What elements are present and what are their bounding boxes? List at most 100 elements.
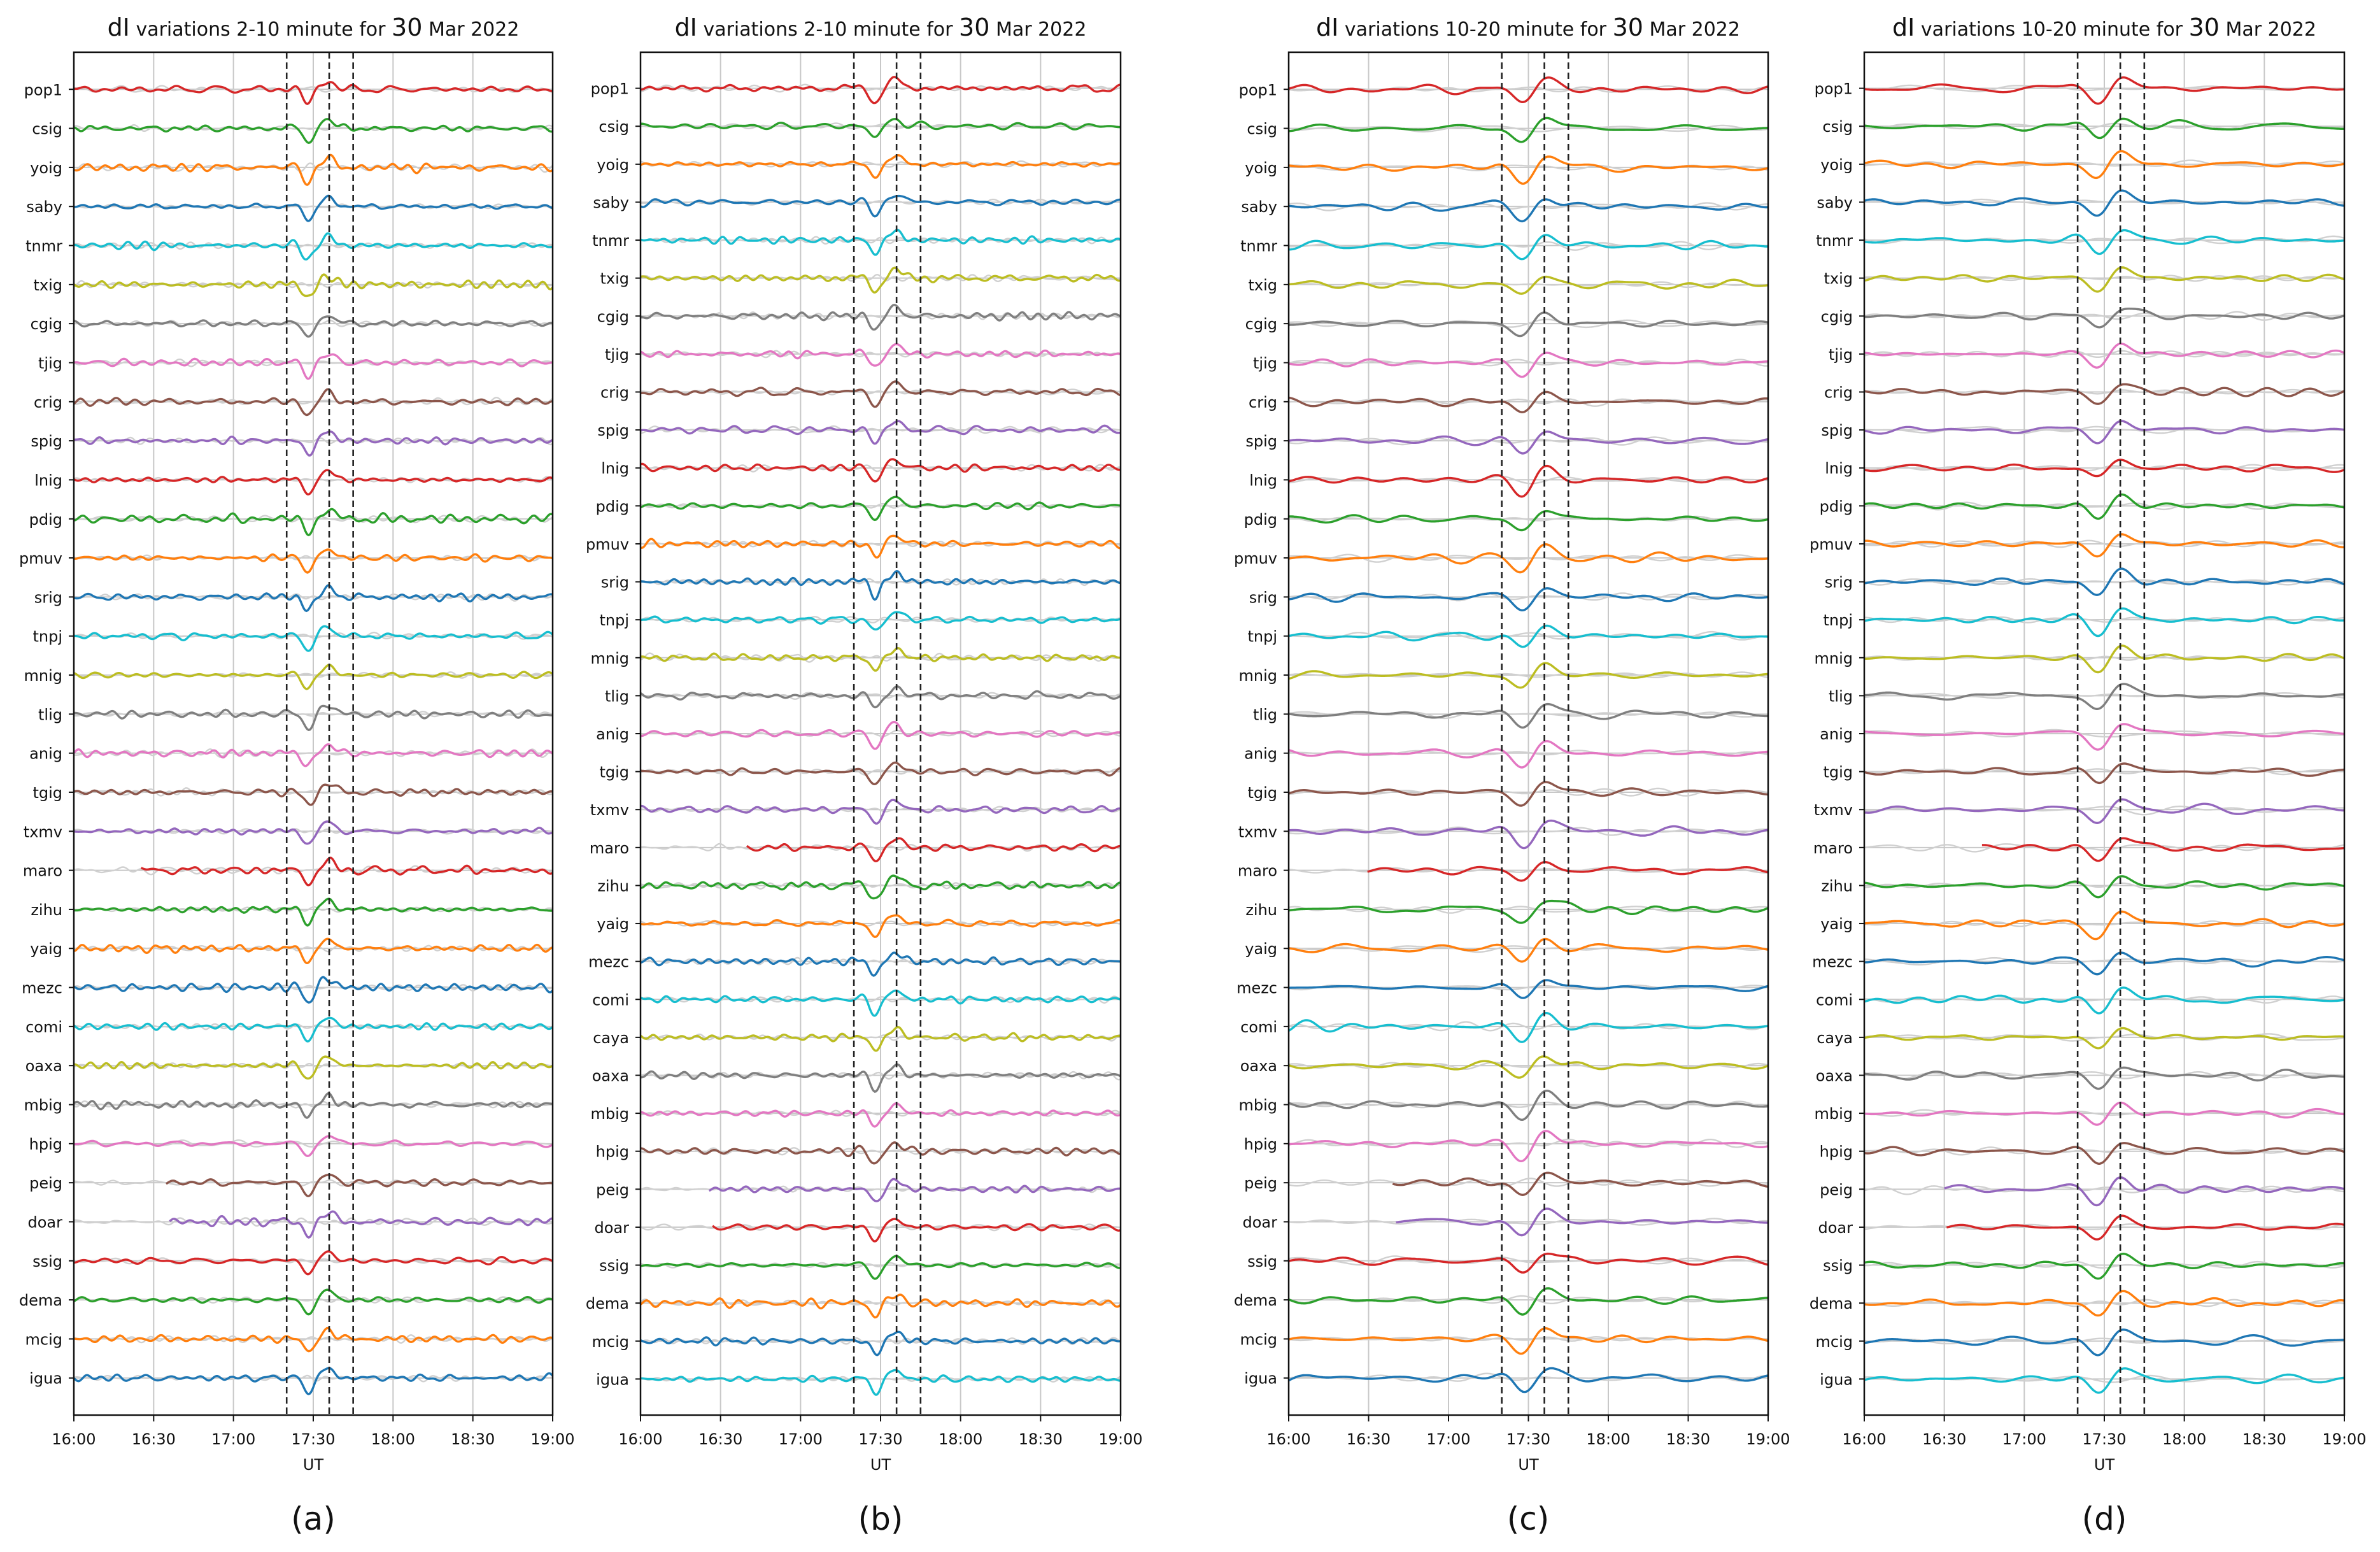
series-line-csig <box>73 118 553 145</box>
series-line-anig <box>641 720 1121 750</box>
station-label: pmuv <box>586 536 629 553</box>
station-label: srig <box>1249 588 1277 606</box>
station-label: oaxa <box>1816 1067 1853 1085</box>
reference-trace <box>1289 124 1769 132</box>
station-label: maro <box>23 862 62 880</box>
series-line-doar <box>169 1210 553 1239</box>
chart-panel-1: dI variations 2-10 minute for 30 Mar 202… <box>19 13 575 1537</box>
station-label: mcig <box>592 1333 629 1351</box>
chart-panel-2: dI variations 2-10 minute for 30 Mar 202… <box>586 13 1143 1537</box>
station-label: igua <box>596 1370 629 1388</box>
reference-trace <box>641 425 1121 434</box>
series-line-maro <box>1981 837 2345 862</box>
station-label: anig <box>1820 725 1853 743</box>
reference-trace <box>1288 906 1769 914</box>
series-line-comi <box>73 1016 553 1043</box>
x-tick-label: 17:00 <box>1426 1430 1470 1448</box>
series-line-mnig <box>640 646 1121 672</box>
station-label: saby <box>593 194 629 211</box>
x-tick-label: 16:00 <box>618 1430 662 1448</box>
reference-trace <box>1864 388 2345 395</box>
station-label: mezc <box>22 979 62 997</box>
reference-trace <box>640 311 1121 320</box>
series-line-comi <box>640 989 1121 1017</box>
reference-trace <box>73 319 553 327</box>
panel-letter: (d) <box>2082 1500 2127 1537</box>
series-line-spig <box>640 420 1121 445</box>
series-line-txig <box>1864 266 2345 293</box>
series-line-ssig <box>73 1250 553 1276</box>
series-line-zihu <box>1288 899 1769 924</box>
series-line-zihu <box>641 874 1121 900</box>
station-label: hpig <box>1820 1143 1853 1161</box>
series-line-srig <box>640 570 1121 601</box>
station-label: tlig <box>38 706 62 723</box>
series-line-yoig <box>73 153 553 186</box>
reference-trace <box>1288 1139 1769 1148</box>
station-label: yaig <box>1820 915 1853 933</box>
reference-trace <box>73 1334 553 1344</box>
series-line-tjig <box>73 353 553 380</box>
station-label: tlig <box>1253 706 1277 723</box>
x-tick-label: 19:00 <box>1098 1430 1142 1448</box>
x-tick-label: 16:30 <box>1347 1430 1391 1448</box>
reference-trace <box>73 1374 553 1383</box>
series-line-yaig <box>1864 910 2345 941</box>
station-label: cgig <box>597 308 629 325</box>
reference-trace <box>73 1217 553 1227</box>
series-line-mezc <box>1864 951 2345 976</box>
x-axis-label: UT <box>303 1456 324 1474</box>
reference-trace <box>73 748 553 758</box>
reference-trace <box>1288 984 1769 991</box>
series-line-txmv <box>1864 798 2345 825</box>
x-tick-label: 18:00 <box>2162 1430 2206 1448</box>
station-label: peig <box>1244 1174 1277 1192</box>
series-line-crig <box>1864 383 2345 405</box>
series-line-anig <box>73 743 553 767</box>
series-line-tlig <box>640 685 1121 709</box>
reference-trace <box>1288 553 1768 563</box>
x-tick-label: 17:00 <box>2002 1430 2046 1448</box>
title-day: 30 <box>2189 13 2220 41</box>
series-line-cgig <box>1289 311 1769 338</box>
title-day: 30 <box>1613 13 1643 41</box>
reference-trace <box>1864 729 2345 738</box>
title-prefix: dI <box>1892 13 1915 41</box>
reference-trace <box>1288 1178 1769 1187</box>
title-text: variations 2-10 minute for <box>703 18 953 41</box>
series-line-tgig <box>1288 781 1769 807</box>
series-line-tgig <box>640 761 1121 786</box>
reference-trace <box>1864 1109 2345 1117</box>
reference-trace <box>1864 311 2345 321</box>
series-line-srig <box>1288 587 1769 611</box>
title-month: Mar 2022 <box>2225 18 2316 41</box>
station-label: tgig <box>1247 784 1277 802</box>
title-day: 30 <box>392 13 422 41</box>
station-label: zihu <box>597 877 629 895</box>
series-line-ssig <box>1864 1252 2345 1280</box>
reference-trace <box>1864 1260 2345 1269</box>
station-label: doar <box>1243 1213 1278 1231</box>
x-tick-label: 17:00 <box>211 1430 255 1448</box>
reference-trace <box>640 502 1121 509</box>
series-line-lnig <box>1288 464 1769 498</box>
series-line-hpig <box>641 1141 1121 1165</box>
series-line-crig <box>1288 390 1769 413</box>
series-line-tlig <box>1288 702 1769 729</box>
series-line-mezc <box>73 976 554 1004</box>
panel-letter: (a) <box>291 1500 336 1537</box>
series-line-dema <box>1864 1290 2345 1317</box>
station-label: dema <box>1234 1292 1277 1309</box>
series-line-pdig <box>1289 509 1769 532</box>
station-label: comi <box>25 1018 62 1036</box>
station-label: saby <box>1817 194 1853 211</box>
series-line-saby <box>74 194 553 222</box>
series-line-hpig <box>1864 1142 2345 1165</box>
series-line-hpig <box>73 1135 553 1158</box>
station-label: caya <box>1817 1029 1853 1047</box>
series-line-tnpj <box>1288 624 1769 648</box>
station-label: hpig <box>29 1136 62 1153</box>
x-axis-label: UT <box>1518 1456 1539 1474</box>
station-label: pop1 <box>24 81 62 99</box>
station-label: mbig <box>1238 1097 1277 1114</box>
